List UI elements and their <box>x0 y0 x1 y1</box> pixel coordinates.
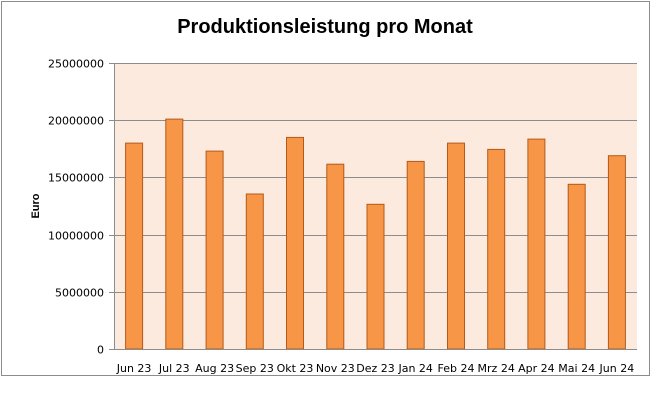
x-tick-label: Apr 24 <box>518 362 555 375</box>
x-tick-label: Nov 23 <box>316 362 355 375</box>
x-tick-label: Mrz 24 <box>478 362 515 375</box>
bar <box>527 138 546 350</box>
bar <box>567 183 586 350</box>
y-tick-label: 10000000 <box>48 230 104 243</box>
y-tick-label: 20000000 <box>48 115 104 128</box>
y-tick-label: 0 <box>97 344 104 357</box>
y-tick-label: 25000000 <box>48 58 104 71</box>
bar <box>607 155 626 350</box>
y-tick-label: 15000000 <box>48 172 104 185</box>
x-tick-label: Jun 24 <box>599 362 635 375</box>
x-tick-label: Jun 23 <box>116 362 152 375</box>
axes <box>114 63 637 350</box>
bar <box>245 193 264 350</box>
bar <box>326 163 345 350</box>
bar <box>286 136 304 350</box>
bar <box>366 203 385 350</box>
bar <box>487 148 506 350</box>
bars <box>125 118 626 350</box>
chart-title: Produktionsleistung pro Monat <box>177 16 473 38</box>
x-tick-label: Aug 23 <box>195 362 234 375</box>
x-tick-labels: Jun 23 Jul 23 Aug 23 Sep 23 Okt 23 Nov 23 Dez … <box>116 362 634 375</box>
y-tick-label: 5000000 <box>55 287 104 300</box>
y-tick-labels: 0 5000000 10000000 15000000 20000000 25000000 <box>48 58 114 357</box>
bar <box>205 150 224 350</box>
bar <box>125 142 144 350</box>
x-tick-label: Okt 23 <box>277 362 314 375</box>
x-tick-label: Feb 24 <box>438 362 475 375</box>
x-tick-label: Sep 23 <box>236 362 274 375</box>
x-tick-label: Dez 23 <box>356 362 395 375</box>
bar <box>447 142 465 350</box>
x-tick-label: Mai 24 <box>558 362 595 375</box>
bar <box>406 160 425 350</box>
x-tick-label: Jan 24 <box>397 362 432 375</box>
y-axis-label: Euro <box>30 193 42 218</box>
bar <box>165 118 184 350</box>
x-tick-label: Jul 23 <box>158 362 190 375</box>
